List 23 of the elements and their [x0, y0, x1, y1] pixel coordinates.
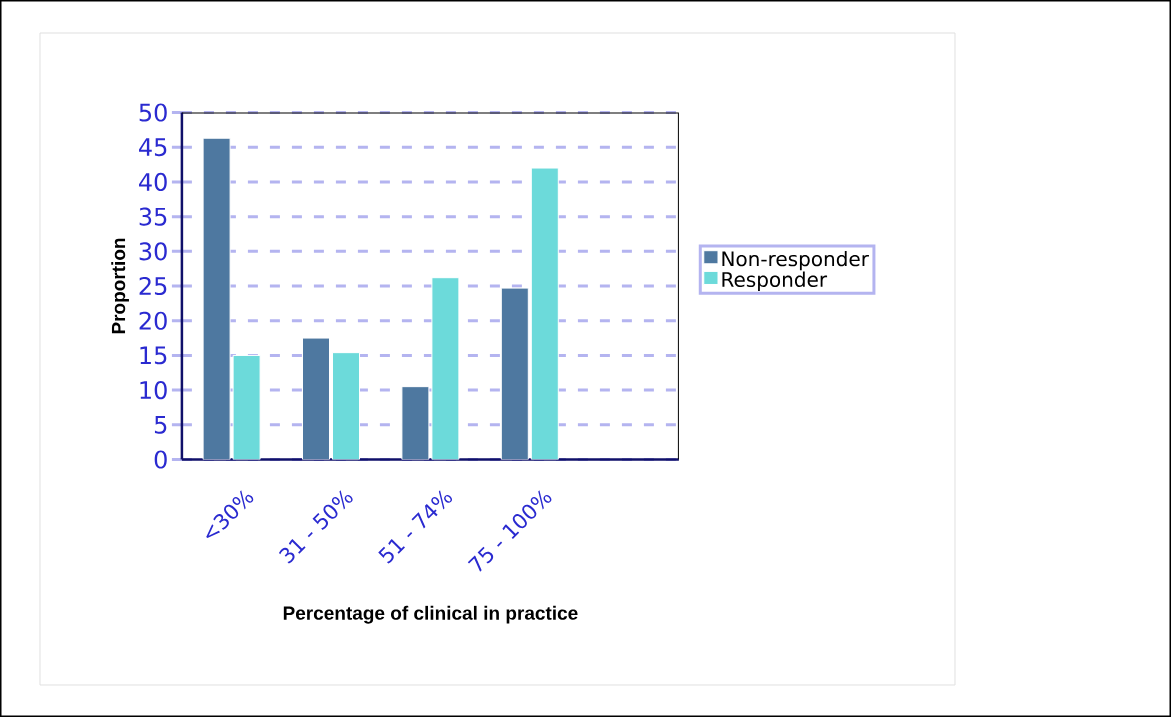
- bar: [401, 386, 430, 460]
- bar: [530, 167, 559, 460]
- y-tick-label: 40: [139, 172, 167, 192]
- y-tick-label: 30: [139, 242, 167, 261]
- bar: [202, 137, 231, 460]
- y-tick-label: 45: [139, 138, 167, 157]
- bar: [332, 352, 361, 460]
- y-tick-label: 20: [139, 311, 167, 330]
- y-axis-title: Proportion: [111, 238, 129, 334]
- y-tick-label: 10: [140, 381, 167, 400]
- y-tick-label: 0: [154, 450, 167, 469]
- bar: [302, 337, 330, 460]
- y-tick-label: 25: [139, 276, 167, 296]
- y-tick-label: 50: [139, 103, 167, 122]
- bar: [500, 287, 529, 460]
- y-tick-label: 15: [140, 346, 167, 365]
- x-axis-title: Percentage of clinical in practice: [283, 605, 578, 624]
- legend-label: Non-responder: [722, 250, 869, 271]
- y-tick-label: 35: [139, 207, 167, 226]
- y-tick-label: 5: [154, 415, 167, 434]
- bar: [431, 277, 460, 460]
- legend-label: Responder: [722, 271, 828, 291]
- bar: [232, 354, 261, 460]
